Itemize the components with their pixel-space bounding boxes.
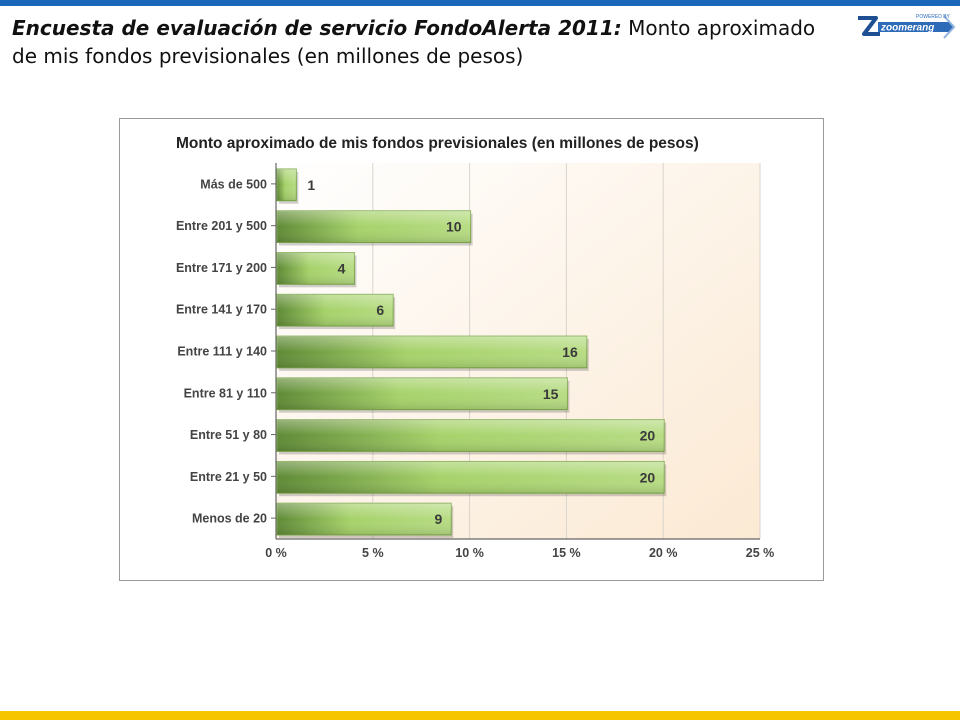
y-tick-label: Menos de 20 <box>192 512 267 526</box>
y-tick-label: Entre 81 y 110 <box>184 386 267 400</box>
bar-highlight <box>277 336 587 368</box>
bar-value-label: 20 <box>640 428 656 444</box>
x-tick-label: 10 % <box>455 546 484 560</box>
zoomerang-logo: POWERED BY zoomerang <box>856 6 956 42</box>
logo-text: zoomerang <box>880 23 934 34</box>
bar-highlight <box>277 294 394 327</box>
chart-title: Monto aproximado de mis fondos prevision… <box>176 135 699 152</box>
y-tick-label: Entre 21 y 50 <box>190 470 267 484</box>
bar-value-label: 10 <box>446 219 462 235</box>
bar-value-label: 6 <box>376 302 384 318</box>
bar-value-label: 4 <box>338 260 346 276</box>
x-tick-label: 20 % <box>649 546 678 560</box>
slide-title-lead: Encuesta de evaluación de servicio Fondo… <box>12 16 622 40</box>
bar-highlight <box>277 377 568 410</box>
logo-tagline: POWERED BY <box>916 14 951 20</box>
x-tick-label: 15 % <box>552 546 581 560</box>
y-tick-label: Entre 51 y 80 <box>190 428 267 442</box>
bar-value-label: 1 <box>307 177 315 193</box>
bar-highlight <box>277 252 355 285</box>
y-tick-label: Entre 171 y 200 <box>176 261 267 275</box>
bar-highlight <box>277 210 471 243</box>
bar-highlight <box>277 419 665 452</box>
slide-title-rest: Monto aproximado de mis fondos prevision… <box>12 16 816 68</box>
bar-value-label: 9 <box>434 511 442 527</box>
top-accent-bar <box>0 0 960 6</box>
bar-value-label: 20 <box>640 469 656 485</box>
bar-chart: Monto aproximado de mis fondos prevision… <box>176 135 775 560</box>
bar-highlight <box>277 169 297 201</box>
x-tick-label: 25 % <box>746 546 775 560</box>
slide-title: Encuesta de evaluación de servicio Fondo… <box>12 14 832 70</box>
chart-frame: Monto aproximado de mis fondos prevision… <box>119 118 824 581</box>
x-tick-label: 5 % <box>362 546 384 560</box>
bottom-accent-bar <box>0 711 960 720</box>
bar-value-label: 15 <box>543 386 559 402</box>
y-tick-label: Entre 111 y 140 <box>177 345 267 359</box>
x-tick-label: 0 % <box>265 546 287 560</box>
y-tick-label: Entre 141 y 170 <box>176 303 267 317</box>
y-tick-label: Entre 201 y 500 <box>176 219 267 233</box>
bar-value-label: 16 <box>562 344 578 360</box>
zoomerang-logo-icon <box>858 15 956 39</box>
bar-highlight <box>277 503 452 535</box>
y-tick-label: Más de 500 <box>200 177 267 191</box>
bar-highlight <box>277 461 665 494</box>
